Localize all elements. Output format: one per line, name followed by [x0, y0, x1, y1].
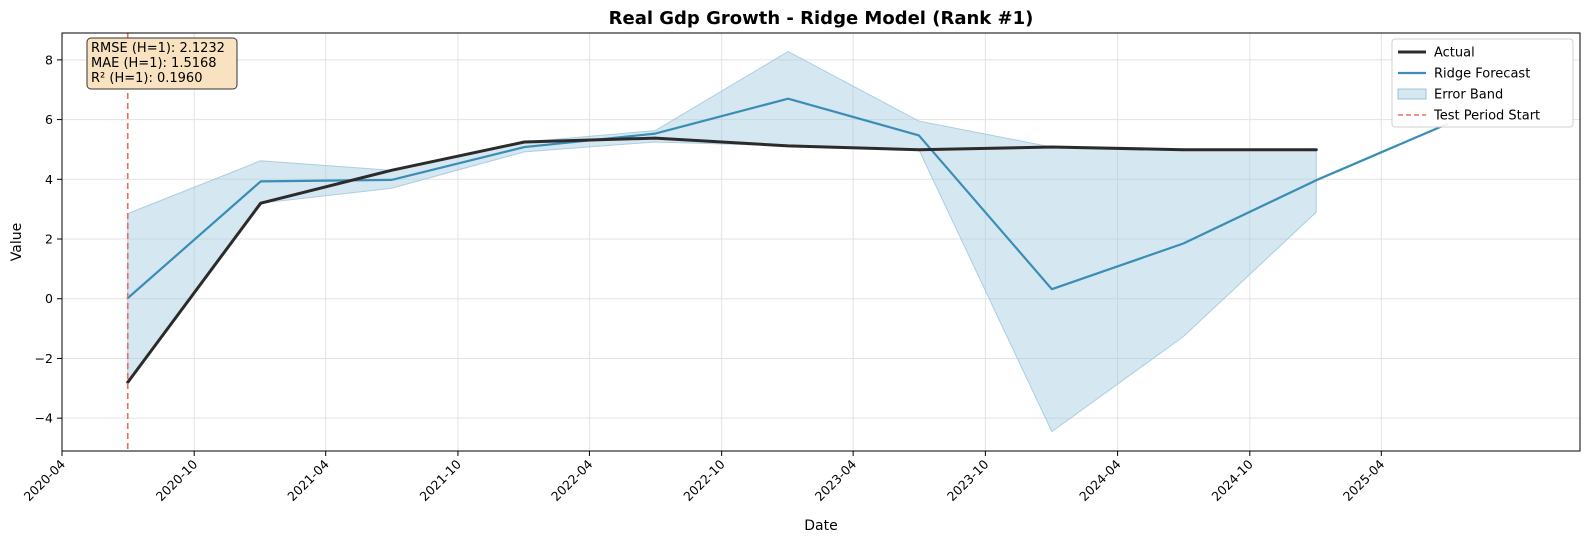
legend-frame — [1391, 38, 1574, 128]
legend-item-error-band-label: Error Band — [1434, 88, 1503, 103]
x-tick-label: 2022-10 — [680, 456, 728, 504]
legend-item-actual-label: Actual — [1434, 46, 1475, 61]
x-axis-label: Date — [804, 518, 837, 534]
y-tick-label: 8 — [45, 52, 53, 67]
x-tick-label: 2021-04 — [284, 456, 332, 504]
x-tick-label: 2024-04 — [1076, 456, 1124, 504]
y-tick-label: 4 — [45, 172, 53, 187]
legend: Actual Ridge Forecast Error Band Test Perio… — [1391, 38, 1574, 128]
y-axis-ticks: −4 −2 0 2 4 6 8 — [35, 52, 62, 426]
plot-area-frame — [61, 32, 1581, 452]
x-axis-ticks: 2020-04 2020-10 2021-04 2021-10 2022-04 2022-… — [21, 451, 1388, 504]
y-tick-label: −4 — [35, 411, 53, 426]
x-tick-label: 2022-04 — [548, 456, 596, 504]
x-tick-label: 2020-10 — [153, 456, 201, 504]
x-tick-label: 2021-10 — [417, 456, 465, 504]
grid — [61, 33, 1580, 451]
y-tick-label: 0 — [45, 291, 53, 306]
metric-text: MAE (H=1): 1.5168 — [91, 56, 217, 71]
x-tick-label: 2024-10 — [1208, 456, 1256, 504]
y-tick-label: −2 — [35, 351, 53, 366]
legend-item-test-period-start-label: Test Period Start — [1433, 109, 1540, 124]
x-tick-label: 2020-04 — [21, 456, 69, 504]
x-tick-label: 2023-04 — [812, 456, 860, 504]
y-axis-label: Value — [9, 223, 25, 261]
x-tick-label: 2023-10 — [944, 456, 992, 504]
legend-item-ridge-forecast-label: Ridge Forecast — [1434, 67, 1530, 82]
chart-title: Real Gdp Growth - Ridge Model (Rank #1) — [609, 8, 1034, 29]
y-tick-label: 6 — [45, 112, 53, 127]
metric-text: R² (H=1): 0.1960 — [91, 71, 202, 86]
metric-text: RMSE (H=1): 2.1232 — [91, 41, 225, 56]
x-tick-label: 2025-04 — [1340, 456, 1388, 504]
actual-series-line — [126, 136, 1318, 384]
legend-item-error-band-swatch — [1397, 88, 1427, 100]
metrics-box-background — [86, 37, 238, 90]
series-layer — [126, 97, 1449, 384]
y-tick-label: 2 — [45, 232, 53, 247]
